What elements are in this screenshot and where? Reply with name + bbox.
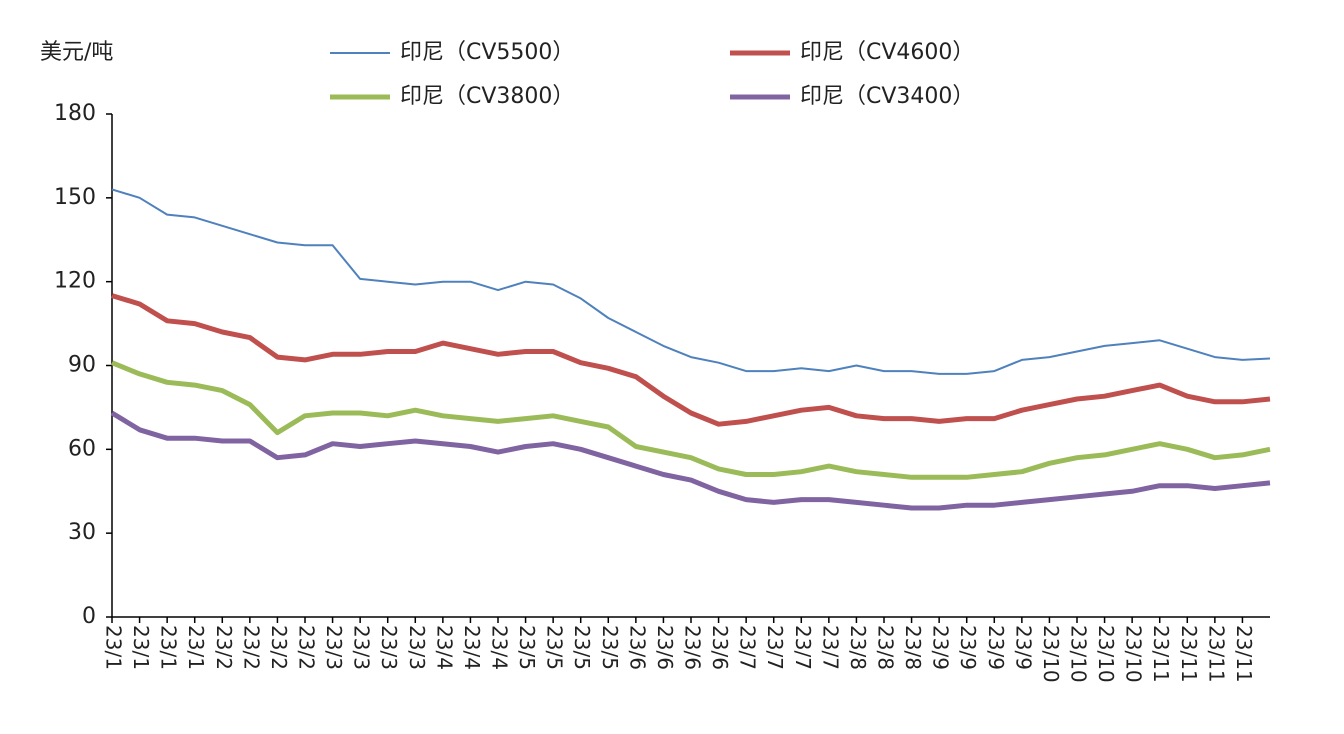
- x-tick-label: 23/2: [267, 625, 291, 670]
- legend-label: 印尼（CV3800）: [400, 84, 574, 109]
- x-tick-label: 23/10: [1067, 625, 1091, 683]
- legend-label: 印尼（CV5500）: [400, 40, 574, 65]
- series-line: [111, 188, 1271, 375]
- x-tick-label: 23/3: [377, 625, 401, 670]
- x-tick-label: 23/8: [846, 625, 870, 670]
- x-tick-label: 23/2: [295, 625, 319, 670]
- x-tick-label: 23/11: [1149, 625, 1173, 683]
- x-tick-label: 23/2: [239, 625, 263, 670]
- x-tick-label: 23/10: [1039, 625, 1063, 683]
- x-tick-label: 23/7: [791, 625, 815, 670]
- x-tick-label: 23/9: [956, 625, 980, 670]
- x-tick-label: 23/4: [460, 625, 484, 670]
- x-tick-label: 23/3: [322, 625, 346, 670]
- x-tick-label: 23/2: [212, 625, 236, 670]
- x-tick-label: 23/7: [736, 625, 760, 670]
- x-tick-label: 23/4: [488, 625, 512, 670]
- x-tick-label: 23/7: [763, 625, 787, 670]
- x-tick-label: 23/9: [1011, 625, 1035, 670]
- x-tick-label: 23/7: [818, 625, 842, 670]
- x-tick-label: 23/1: [184, 625, 208, 670]
- x-tick-label: 23/3: [350, 625, 374, 670]
- x-tick-label: 23/5: [543, 625, 567, 670]
- y-tick-label: 0: [82, 604, 96, 629]
- y-tick-label: 120: [54, 269, 96, 294]
- x-tick-label: 23/11: [1204, 625, 1228, 683]
- y-tick-label: 180: [54, 101, 96, 126]
- x-tick-label: 23/6: [708, 625, 732, 670]
- series-line: [111, 293, 1271, 427]
- y-tick-label: 150: [54, 185, 96, 210]
- x-tick-label: 23/11: [1177, 625, 1201, 683]
- x-tick-label: 23/8: [901, 625, 925, 670]
- legend-label: 印尼（CV3400）: [800, 84, 974, 109]
- x-tick-label: 23/1: [129, 625, 153, 670]
- y-tick-label: 90: [68, 353, 96, 378]
- x-tick-label: 23/8: [874, 625, 898, 670]
- series-line: [111, 360, 1271, 480]
- x-tick-label: 23/4: [432, 625, 456, 670]
- y-tick-label: 30: [68, 520, 96, 545]
- x-tick-label: 23/9: [929, 625, 953, 670]
- y-axis-label: 美元/吨: [40, 40, 113, 65]
- x-tick-label: 23/10: [1122, 625, 1146, 683]
- x-tick-label: 23/6: [625, 625, 649, 670]
- x-tick-label: 23/5: [570, 625, 594, 670]
- series-line: [110, 410, 1271, 511]
- x-tick-label: 23/1: [102, 625, 126, 670]
- x-tick-label: 23/11: [1232, 625, 1256, 683]
- x-tick-label: 23/10: [1094, 625, 1118, 683]
- x-tick-label: 23/3: [405, 625, 429, 670]
- x-tick-label: 23/5: [598, 625, 622, 670]
- legend-label: 印尼（CV4600）: [800, 40, 974, 65]
- x-tick-label: 23/6: [681, 625, 705, 670]
- x-tick-label: 23/9: [984, 625, 1008, 670]
- x-tick-label: 23/6: [653, 625, 677, 670]
- x-tick-label: 23/1: [157, 625, 181, 670]
- y-tick-label: 60: [68, 436, 96, 461]
- x-tick-label: 23/5: [515, 625, 539, 670]
